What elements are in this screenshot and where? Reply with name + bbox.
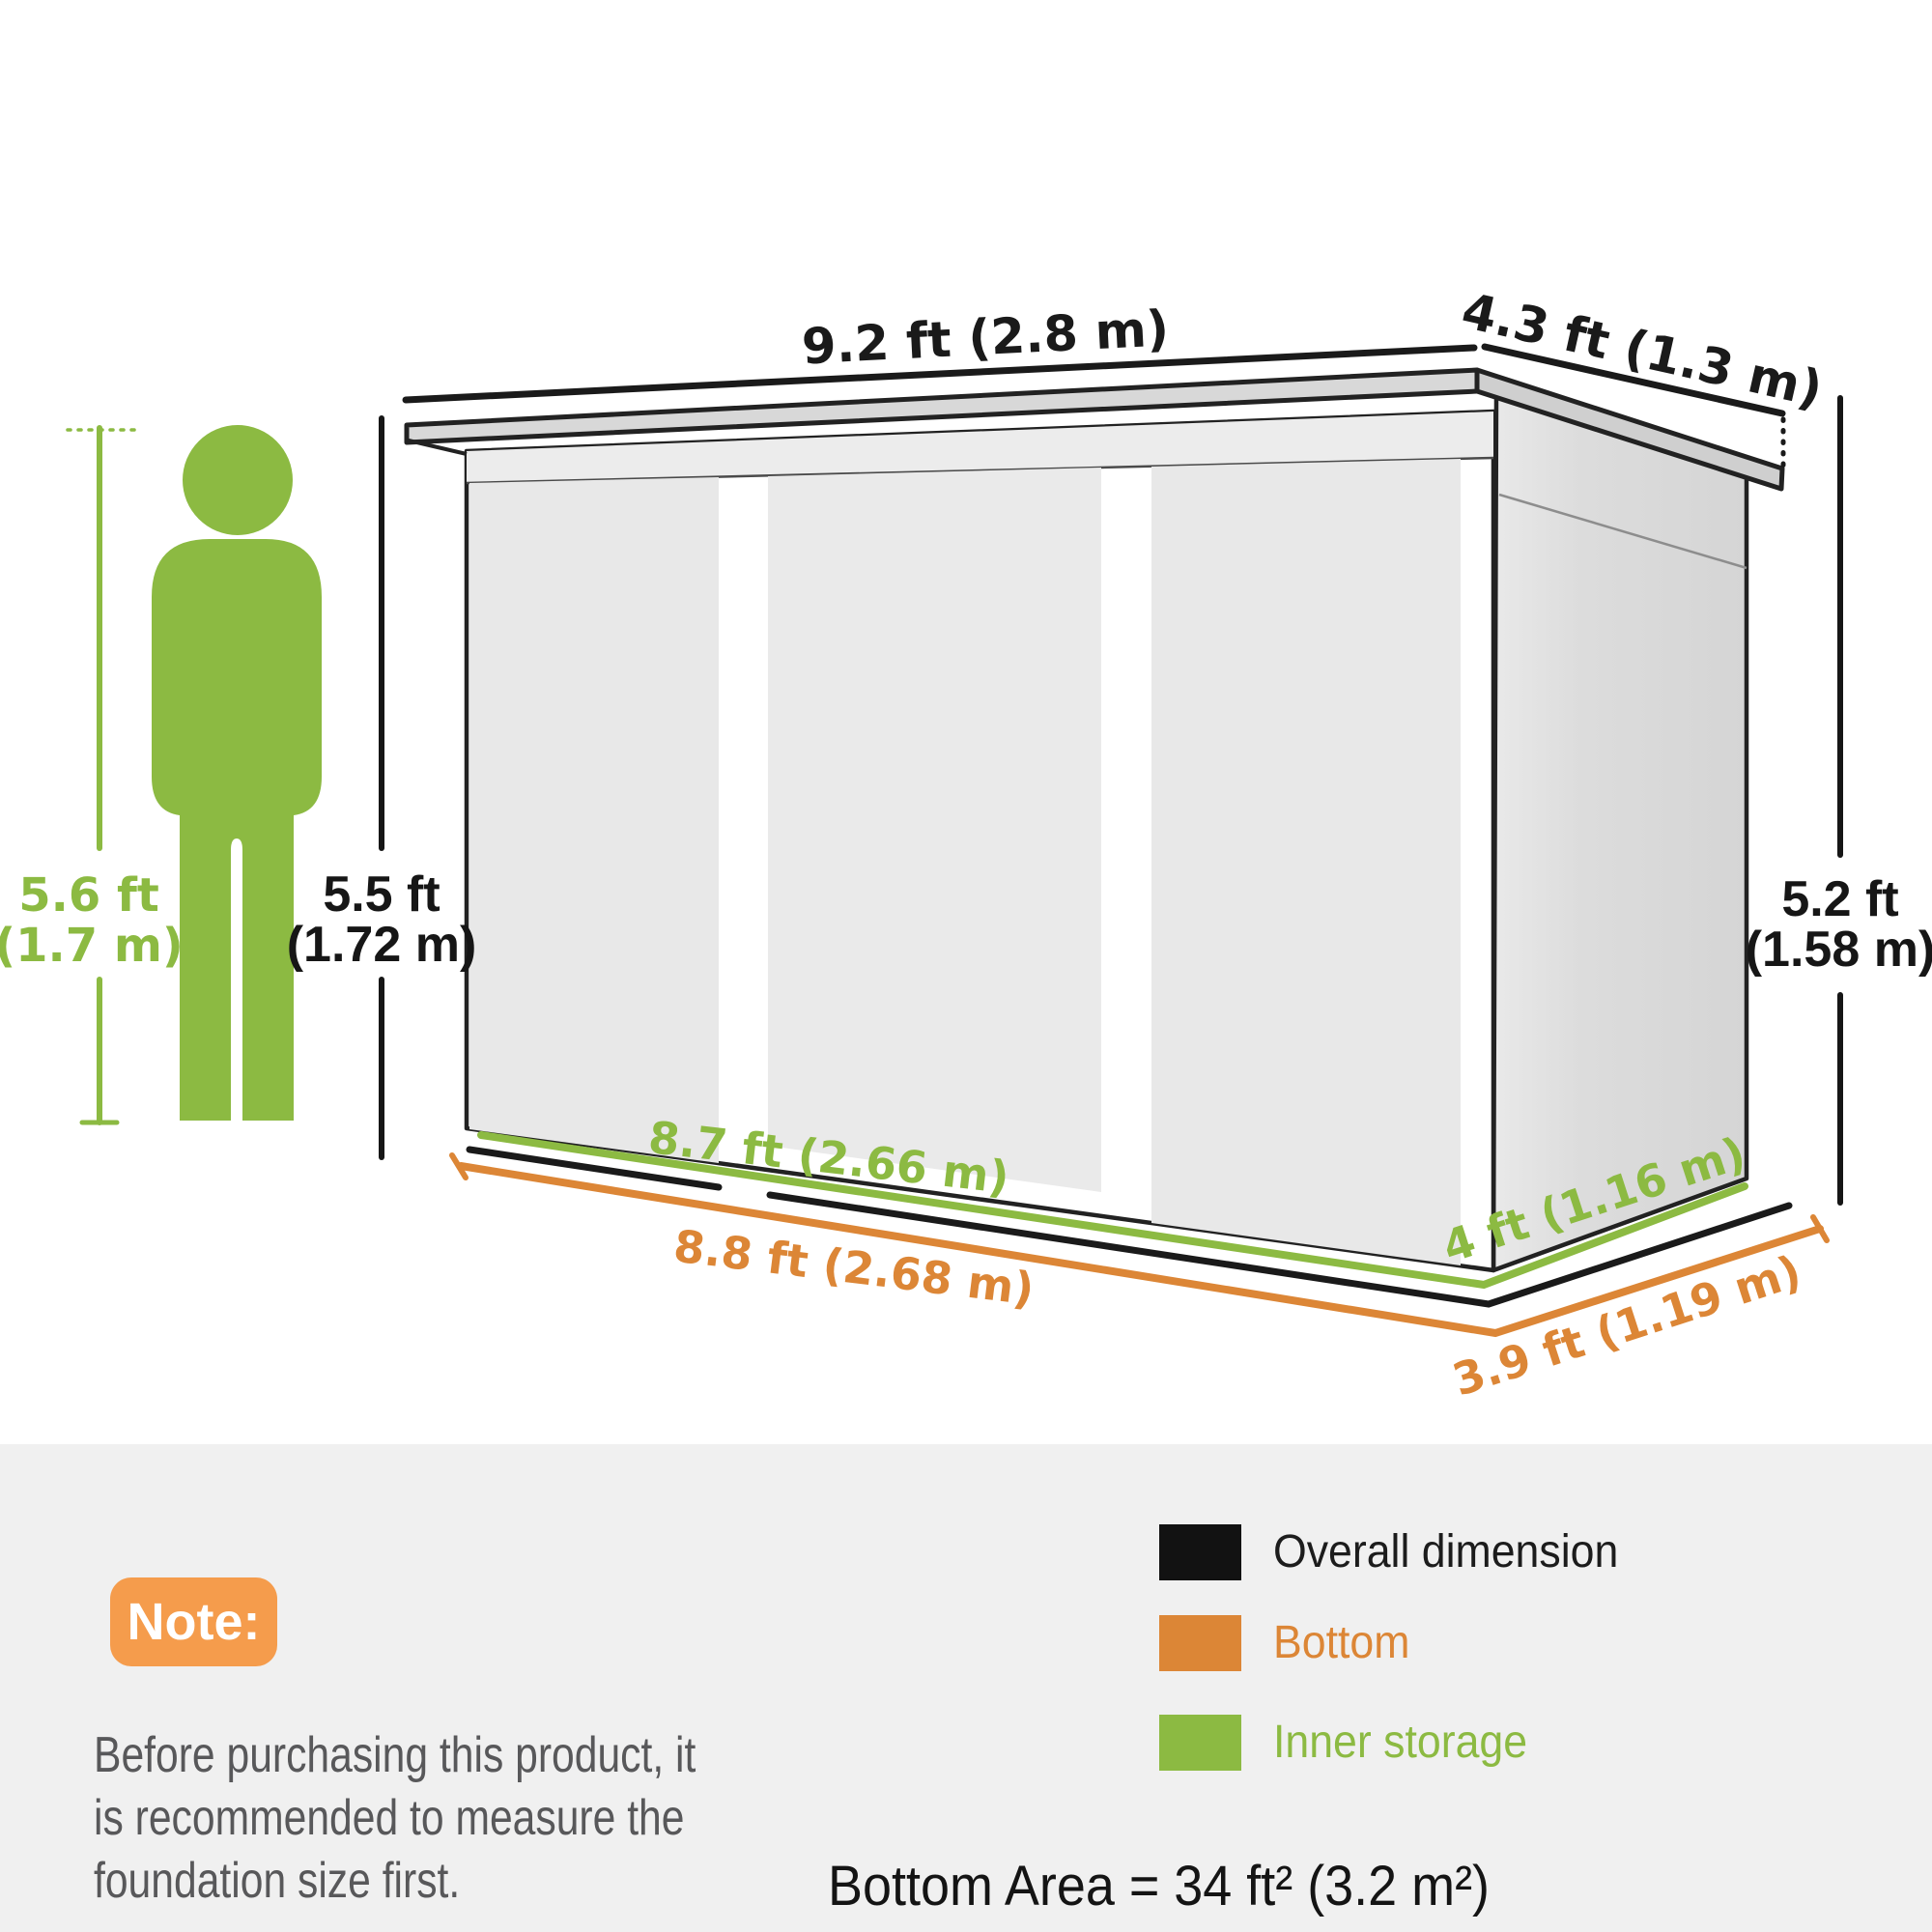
inner-storage-line [477,1131,1748,1290]
person-head [183,425,293,535]
person-height-label-m: (1.7 m) [0,919,184,973]
legend-label-bottom: Bottom [1273,1617,1410,1668]
legend-swatch-inner [1159,1715,1241,1771]
wall-panel-right [1151,459,1461,1265]
dimension-lines [66,343,1843,1338]
note-line-3: foundation size first. [94,1853,461,1909]
person-body [152,539,322,1121]
bottom-footprint-tick-left [449,1152,469,1180]
shed-eave-trim-line [466,456,1494,485]
overall-depth-line [1481,343,1786,417]
overall-bottom-line-left [466,1146,723,1191]
legend-label-overall: Overall dimension [1273,1526,1619,1577]
shed-illustration [404,367,1785,1273]
note-line-2: is recommended to measure the [94,1790,685,1846]
note-text: Before purchasing this product, it is re… [94,1724,696,1913]
note-badge: Note: [110,1577,277,1666]
person-height-label-ft: 5.6 ft [18,868,159,923]
front-height-label-ft: 5.5 ft [323,867,440,923]
bottom-area-text: Bottom Area = 34 ft² (3.2 m²) [828,1855,1491,1918]
overall-width-line [402,344,1478,404]
roof-left-bracket [408,439,468,456]
person-figure [152,425,322,1121]
rear-height-label-m: (1.58 m) [1746,922,1932,978]
roof-right-edge [1474,367,1785,492]
shed-eave-band [467,412,1493,483]
rear-height-label-ft: 5.2 ft [1781,871,1898,927]
footer-panel: Note: Before purchasing this product, it… [0,1444,1932,1932]
bottom-footprint-tick-right [1810,1214,1830,1243]
overall-bottom-line-right [766,1191,1793,1308]
legend-swatch-overall [1159,1524,1241,1580]
bottom-footprint-line [457,1162,1824,1338]
shed-right-wall-trim [1498,493,1747,570]
legend-swatch-bottom [1159,1615,1241,1671]
wall-panel-left [469,477,719,1163]
legend-label-inner: Inner storage [1273,1717,1528,1768]
bottom-width-label: 8.8 ft (2.68 m) [671,1219,1037,1315]
note-line-1: Before purchasing this product, it [94,1727,696,1783]
shed-door [768,468,1101,1192]
front-height-label-m: (1.72 m) [287,917,477,973]
